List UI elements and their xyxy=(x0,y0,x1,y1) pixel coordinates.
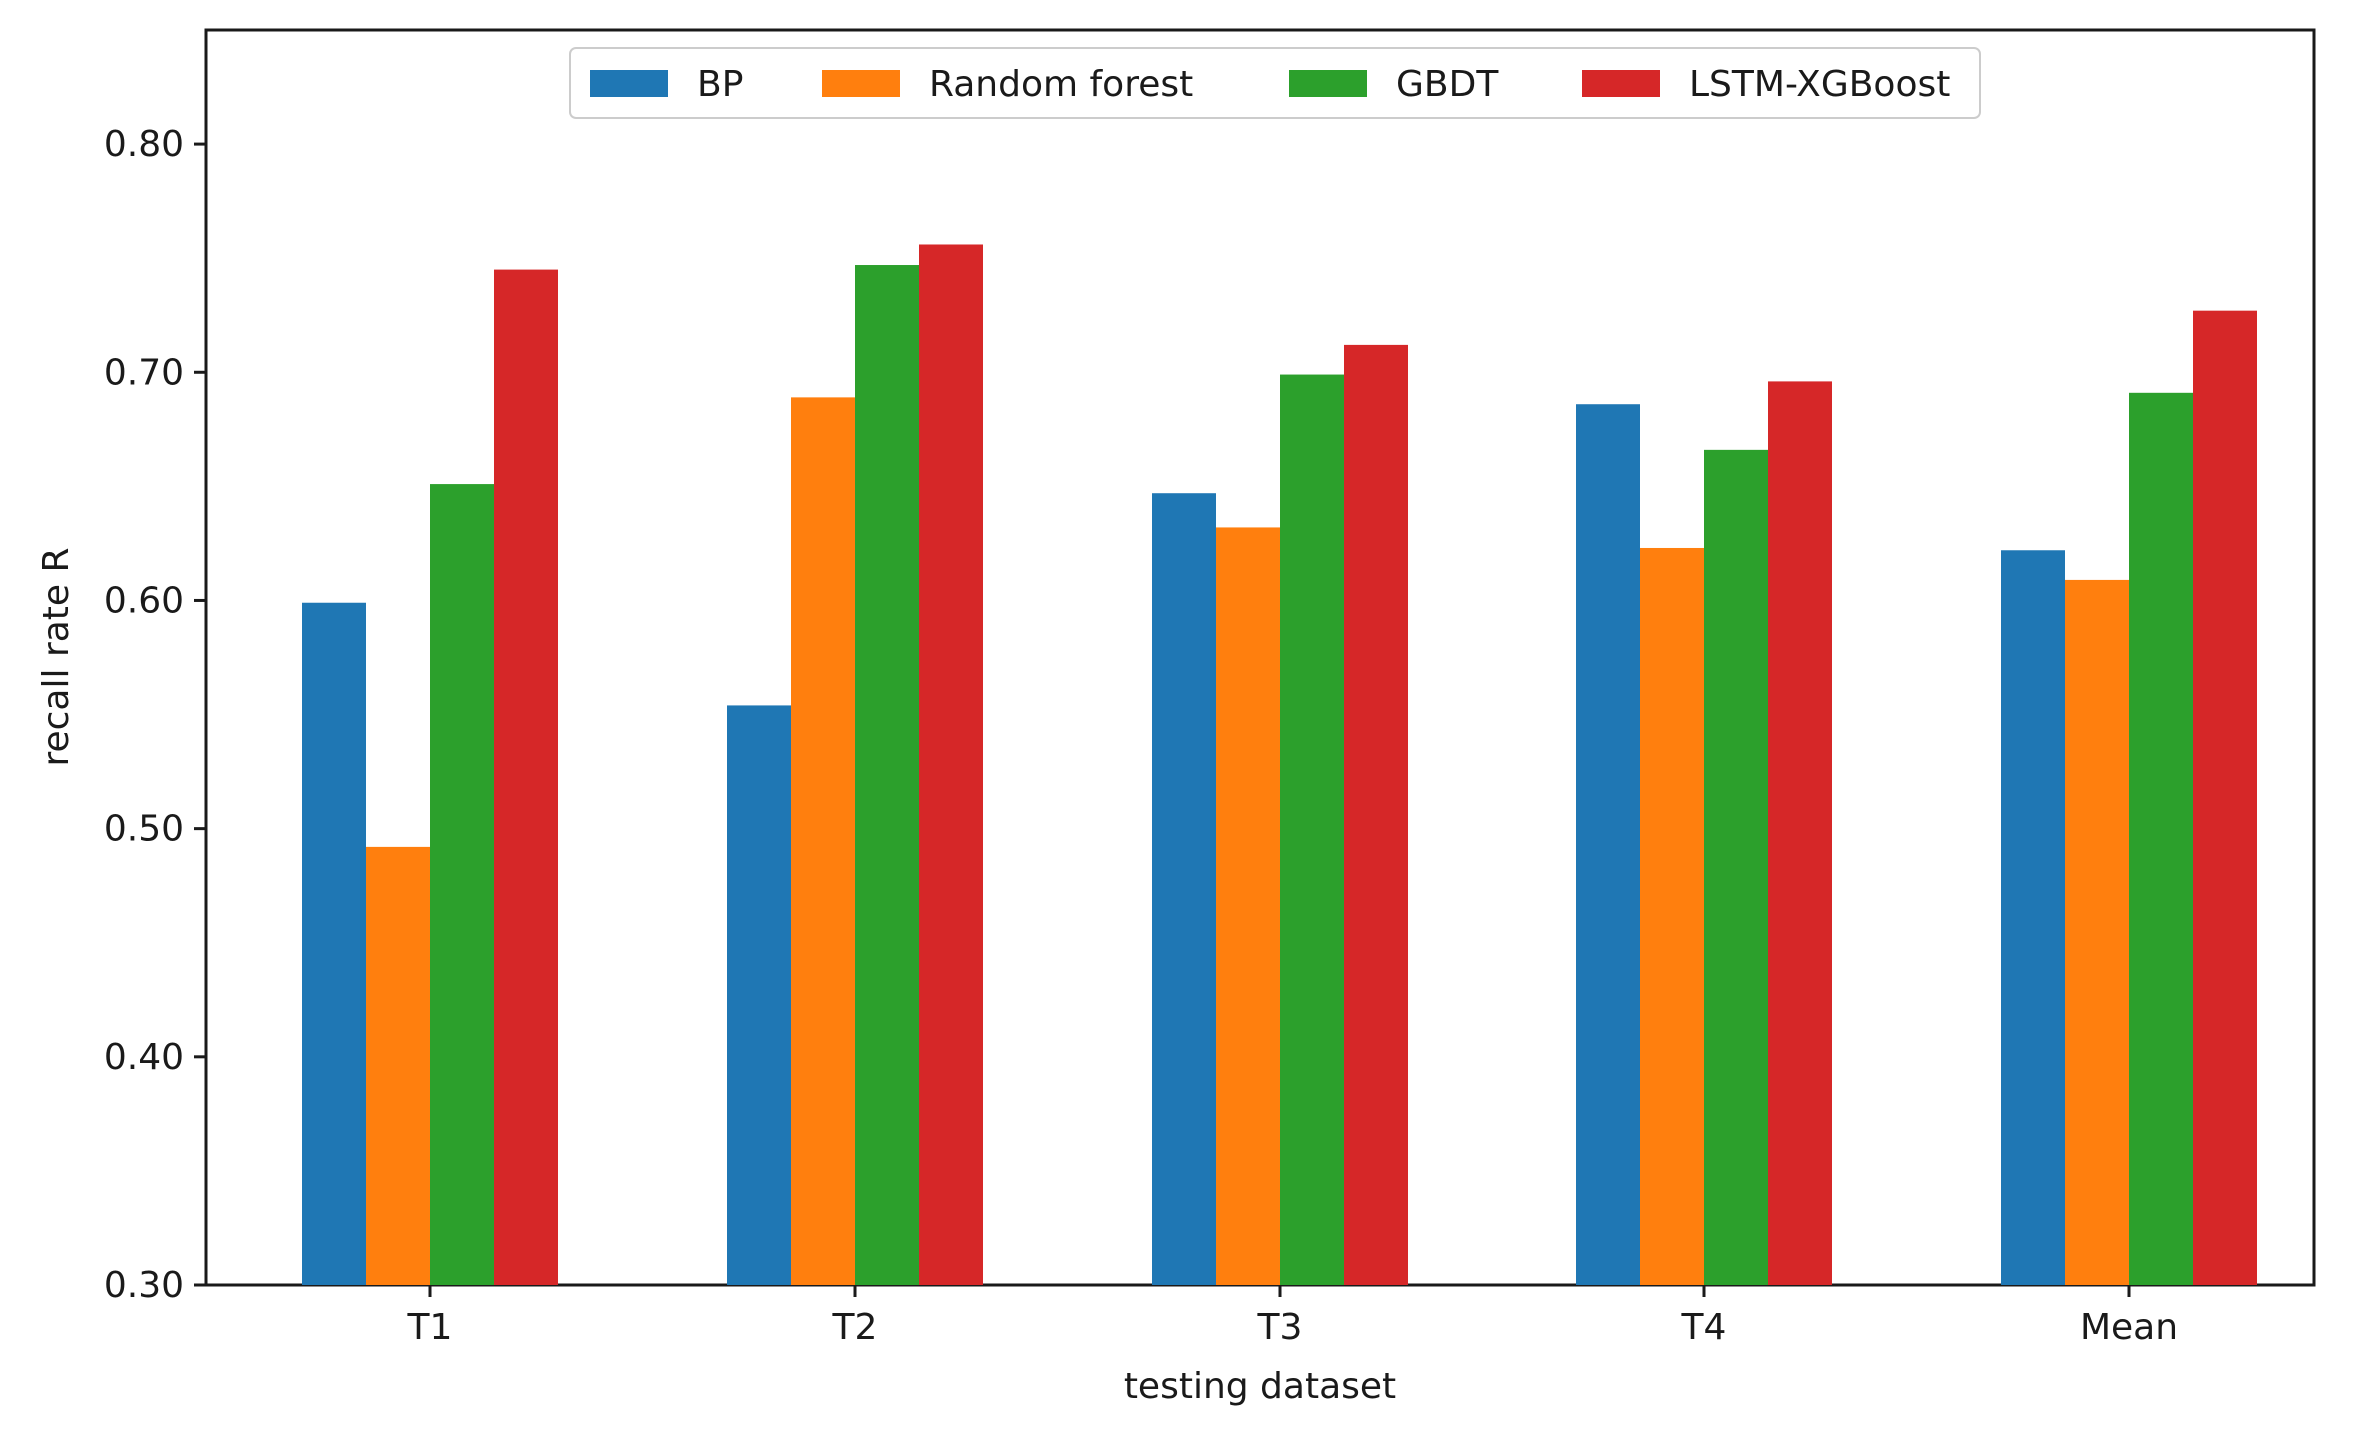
x-tick-label: T2 xyxy=(832,1307,878,1348)
bar-lstm-xgboost-t2 xyxy=(919,244,983,1285)
bar-bp-t4 xyxy=(1576,404,1640,1286)
bar-group-t1 xyxy=(302,269,558,1286)
bar-random-forest-t2 xyxy=(791,397,855,1285)
bar-gbdt-t2 xyxy=(855,265,919,1285)
bar-lstm-xgboost-t4 xyxy=(1768,381,1832,1285)
bar-gbdt-t4 xyxy=(1704,449,1768,1285)
bar-group-mean xyxy=(2001,310,2257,1285)
y-tick-label: 0.30 xyxy=(104,1265,184,1306)
x-tick-label: T1 xyxy=(407,1307,453,1348)
legend-swatch-bp xyxy=(590,70,668,97)
bar-bp-t2 xyxy=(727,705,791,1285)
bars-layer xyxy=(302,244,2257,1286)
bar-lstm-xgboost-t1 xyxy=(494,269,558,1285)
legend: BP Random forest GBDT LSTM-XGBoost xyxy=(569,47,1981,119)
y-axis: 0.30 0.40 0.50 0.60 0.70 0.80 xyxy=(104,124,206,1306)
bar-group-t2 xyxy=(727,244,983,1285)
legend-label-random-forest: Random forest xyxy=(929,64,1193,105)
y-axis-label: recall rate R xyxy=(36,547,77,766)
bar-bp-t1 xyxy=(302,602,366,1285)
y-tick-label: 0.60 xyxy=(104,580,184,621)
bar-gbdt-t1 xyxy=(430,484,494,1286)
legend-frame xyxy=(569,47,1981,119)
bar-random-forest-t4 xyxy=(1640,547,1704,1285)
legend-swatch-gbdt xyxy=(1289,70,1367,97)
legend-swatch-lstm-xgboost xyxy=(1582,70,1660,97)
bar-bp-t3 xyxy=(1152,493,1216,1285)
x-tick-label: Mean xyxy=(2080,1307,2178,1348)
bar-group-t4 xyxy=(1576,381,1832,1286)
y-tick-label: 0.50 xyxy=(104,809,184,850)
bar-random-forest-t1 xyxy=(366,846,430,1285)
bar-random-forest-mean xyxy=(2065,579,2129,1285)
y-tick-label: 0.40 xyxy=(104,1037,184,1078)
x-axis: T1 T2 T3 T4 Mean xyxy=(407,1285,2178,1348)
legend-label-bp: BP xyxy=(697,64,743,105)
x-tick-label: T4 xyxy=(1681,1307,1727,1348)
bar-group-t3 xyxy=(1152,344,1408,1286)
bar-lstm-xgboost-t3 xyxy=(1344,344,1408,1286)
bar-lstm-xgboost-mean xyxy=(2193,310,2257,1285)
bar-gbdt-t3 xyxy=(1280,374,1344,1285)
legend-label-lstm-xgboost: LSTM-XGBoost xyxy=(1689,64,1950,105)
bar-gbdt-mean xyxy=(2129,392,2193,1285)
x-axis-label: testing dataset xyxy=(1124,1366,1396,1407)
x-tick-label: T3 xyxy=(1257,1307,1303,1348)
legend-label-gbdt: GBDT xyxy=(1396,64,1499,105)
y-tick-label: 0.80 xyxy=(104,124,184,165)
bar-random-forest-t3 xyxy=(1216,527,1280,1285)
legend-swatch-random-forest xyxy=(822,70,900,97)
bar-bp-mean xyxy=(2001,550,2065,1285)
y-tick-label: 0.70 xyxy=(104,352,184,393)
